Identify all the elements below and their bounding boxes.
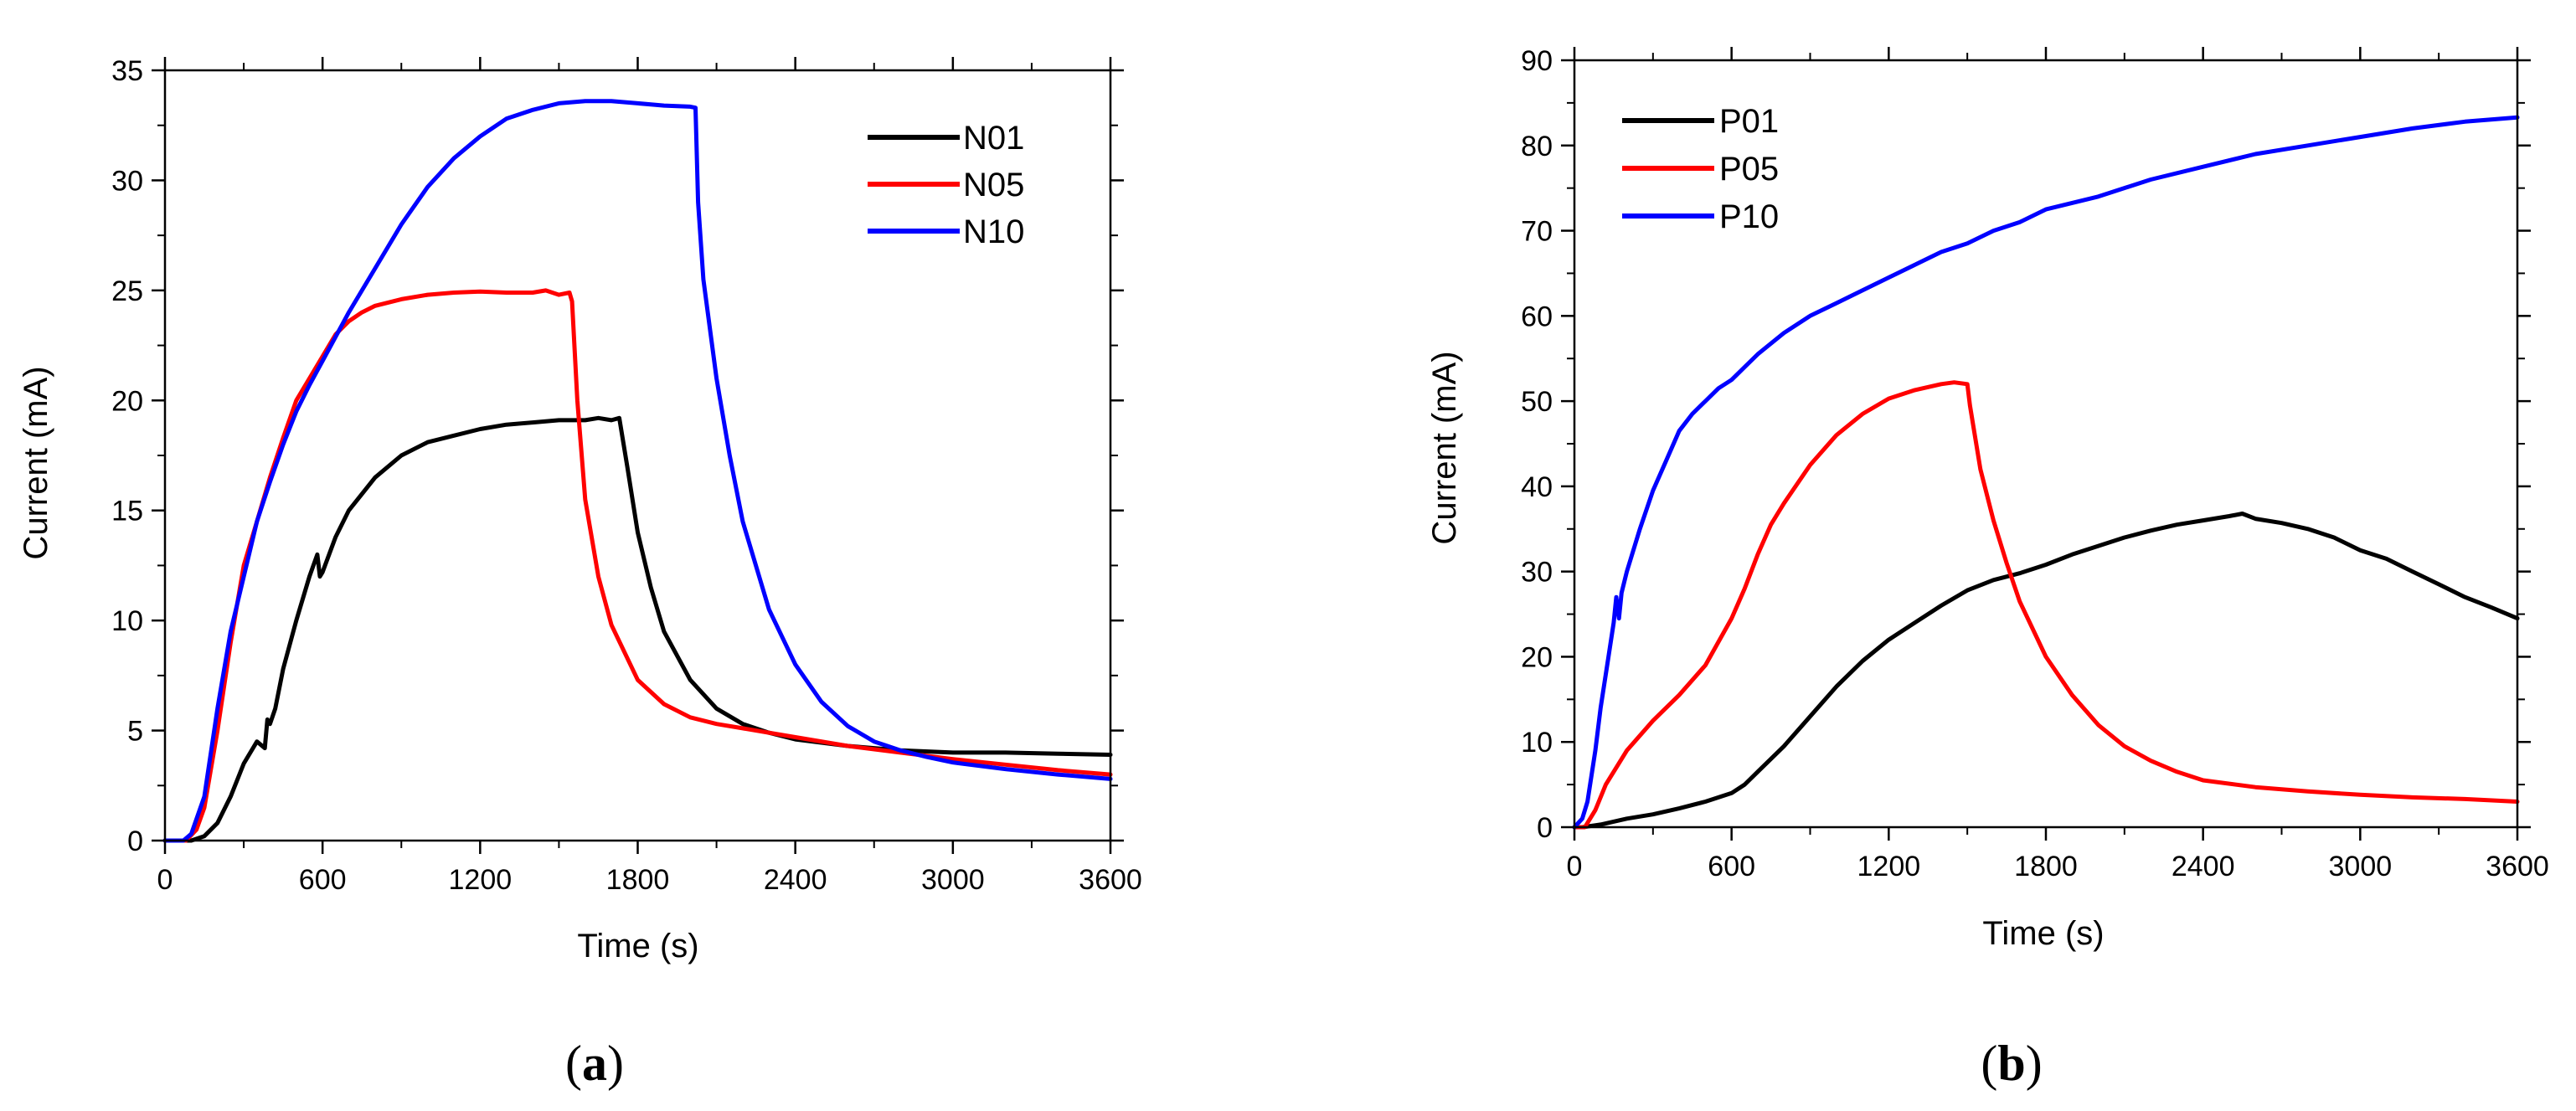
x-tick-label: 2400 [2172, 851, 2235, 882]
x-tick-label: 3600 [2486, 851, 2549, 882]
x-tick-label: 600 [1708, 851, 1755, 882]
panel-label-open: ( [565, 1036, 582, 1091]
legend: P01 P05 P10 [1622, 103, 1779, 235]
series-line-n01 [162, 415, 1113, 843]
series-layer [1572, 115, 2520, 830]
y-tick-label: 70 [1521, 216, 1553, 248]
series-line-p10 [1572, 115, 2520, 830]
axis-ticks: 0 600 1200 1800 2400 3000 3600 0 10 20 30 40 50 60 70 8… [1521, 45, 2549, 882]
x-tick-label: 600 [299, 864, 347, 896]
y-tick-label: 10 [1521, 727, 1553, 759]
legend-label-p01: P01 [1719, 103, 1779, 140]
chart-panel-a: 0 600 1200 1800 2400 3000 3600 0 5 10 15 20 25 30 35 T… [18, 55, 1142, 1091]
x-axis-label: Time (s) [1982, 915, 2104, 952]
panel-label: (b) [1981, 1036, 2042, 1091]
panel-label-close: ) [2026, 1036, 2043, 1091]
y-tick-label: 15 [111, 496, 143, 527]
x-tick-label: 1200 [449, 864, 513, 896]
y-tick-label: 0 [127, 826, 143, 857]
y-tick-label: 20 [1521, 641, 1553, 673]
y-tick-label: 50 [1521, 386, 1553, 418]
panel-label: (a) [565, 1036, 624, 1091]
y-tick-label: 20 [111, 385, 143, 417]
panel-label-letter: b [1997, 1036, 2025, 1091]
y-tick-label: 40 [1521, 471, 1553, 503]
y-tick-label: 10 [111, 605, 143, 637]
y-tick-label: 35 [111, 55, 143, 87]
x-tick-label: 0 [1567, 851, 1583, 882]
y-tick-label: 30 [111, 165, 143, 197]
series-layer [162, 99, 1113, 843]
y-axis-label: Current (mA) [1426, 351, 1463, 544]
x-tick-label: 3000 [2329, 851, 2393, 882]
legend-label-p05: P05 [1719, 151, 1779, 188]
legend: N01 N05 N10 [868, 120, 1024, 250]
y-tick-label: 60 [1521, 301, 1553, 332]
y-tick-label: 30 [1521, 557, 1553, 589]
y-tick-label: 5 [127, 716, 143, 748]
legend-label-p10: P10 [1719, 198, 1779, 235]
chart-panel-b: 0 600 1200 1800 2400 3000 3600 0 10 20 30 40 50 60 70 8… [1426, 45, 2549, 1091]
series-line-n10 [162, 99, 1113, 843]
legend-label-n01: N01 [963, 120, 1024, 157]
x-axis-label: Time (s) [577, 928, 698, 964]
y-tick-label: 25 [111, 275, 143, 307]
legend-label-n05: N05 [963, 167, 1024, 203]
x-tick-label: 1800 [606, 864, 670, 896]
x-tick-label: 1800 [2014, 851, 2078, 882]
axes-frame [1573, 59, 2519, 829]
x-tick-label: 2400 [764, 864, 827, 896]
x-tick-label: 0 [157, 864, 173, 896]
x-tick-label: 3000 [921, 864, 985, 896]
plot-frame [1573, 59, 2519, 829]
y-tick-label: 90 [1521, 45, 1553, 77]
legend-label-n10: N10 [963, 213, 1024, 250]
y-tick-label: 80 [1521, 131, 1553, 162]
series-line-p01 [1572, 512, 2520, 830]
x-tick-label: 1200 [1857, 851, 1921, 882]
x-tick-label: 3600 [1079, 864, 1142, 896]
series-line-n05 [162, 288, 1113, 843]
panel-label-close: ) [607, 1036, 624, 1091]
y-axis-label: Current (mA) [18, 366, 54, 559]
y-tick-label: 0 [1537, 812, 1553, 844]
axis-ticks: 0 600 1200 1800 2400 3000 3600 0 5 10 15 20 25 30 35 [111, 55, 1142, 896]
panel-label-open: ( [1981, 1036, 1997, 1091]
series-line-p05 [1572, 380, 2520, 830]
panel-label-letter: a [582, 1036, 607, 1091]
